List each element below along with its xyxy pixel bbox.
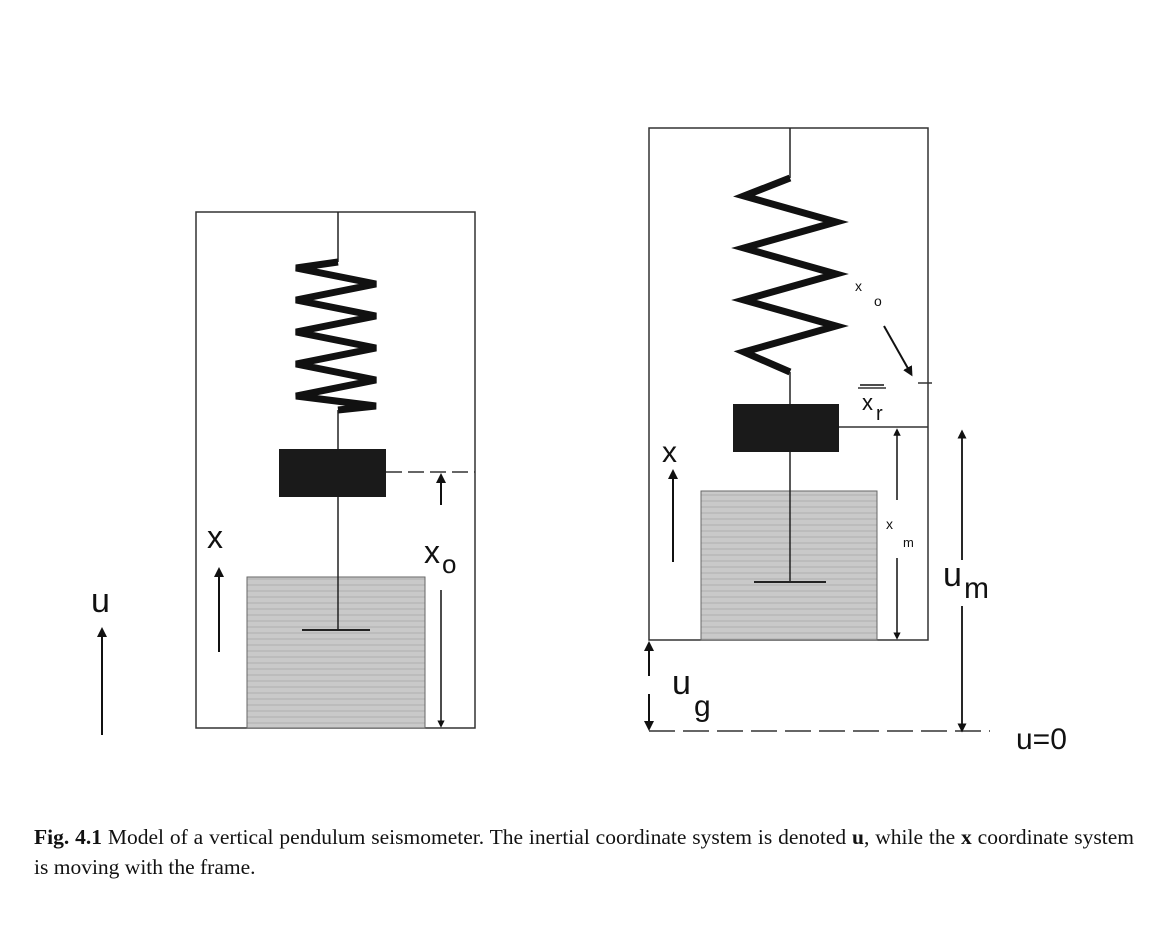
right-xr-subscript: r — [876, 403, 883, 425]
left-xo-subscript: o — [442, 549, 456, 579]
u0-label: u=0 — [1016, 723, 1067, 756]
right-xo-small-label: x — [855, 278, 862, 294]
left-xo-label: x — [424, 534, 440, 570]
pendulum-seismometer-figure: u x x o x x o x r — [91, 127, 1067, 756]
caption-bold-u: u — [852, 825, 864, 849]
figure-number: Fig. 4.1 — [34, 825, 102, 849]
um-subscript: m — [964, 572, 989, 605]
left-mass — [279, 449, 386, 497]
ug-subscript: g — [694, 690, 711, 723]
left-base-block — [246, 576, 426, 729]
right-mass — [733, 404, 839, 452]
left-spring — [295, 258, 377, 414]
right-panel: x x o x r x m u m u g u=0 — [644, 127, 1067, 756]
caption-text-2: , while the — [864, 825, 962, 849]
left-x-label: x — [207, 519, 223, 555]
right-xo-diagonal-arrow — [883, 325, 913, 377]
caption-text-1: Model of a vertical pendulum seismometer… — [101, 825, 853, 849]
right-xr-label: x — [862, 390, 873, 415]
caption-bold-x: x — [961, 825, 972, 849]
u-label: u — [91, 582, 110, 620]
ug-label: u — [672, 664, 691, 702]
right-xm-small-label: x — [886, 516, 893, 532]
right-xm-small-subscript: m — [903, 535, 914, 550]
figure-caption: Fig. 4.1 Model of a vertical pendulum se… — [34, 822, 1134, 882]
left-panel: u x x o — [91, 211, 476, 735]
right-base-block — [700, 490, 878, 641]
um-label: u — [943, 556, 962, 594]
right-x-label: x — [662, 436, 677, 469]
right-xo-small-subscript: o — [874, 293, 882, 309]
caption-text-3: coordinate system is moving with the fra… — [34, 825, 1134, 879]
right-spring — [731, 174, 849, 376]
